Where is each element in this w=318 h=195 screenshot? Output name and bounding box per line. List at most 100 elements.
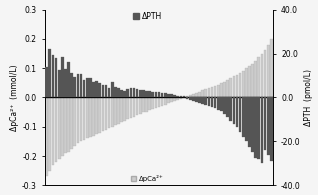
Bar: [133, 88, 135, 98]
Bar: [242, 71, 245, 98]
Bar: [195, 98, 198, 102]
Bar: [183, 96, 185, 98]
Bar: [111, 82, 114, 98]
Bar: [270, 39, 273, 98]
Bar: [86, 98, 89, 138]
Bar: [95, 81, 98, 98]
Bar: [77, 74, 79, 98]
Bar: [58, 70, 60, 98]
Bar: [89, 98, 92, 137]
Bar: [145, 98, 148, 112]
Bar: [148, 91, 151, 98]
Bar: [70, 98, 73, 149]
Bar: [204, 89, 207, 98]
Bar: [101, 85, 104, 98]
Bar: [108, 88, 110, 98]
Bar: [195, 93, 198, 98]
Bar: [201, 90, 204, 98]
Bar: [49, 49, 51, 98]
Bar: [148, 98, 151, 110]
Bar: [105, 85, 107, 98]
Bar: [49, 98, 51, 171]
Bar: [130, 88, 132, 98]
Bar: [52, 98, 54, 165]
Bar: [198, 92, 201, 98]
Bar: [83, 98, 86, 140]
Bar: [73, 98, 76, 146]
Bar: [170, 94, 173, 98]
Bar: [142, 90, 145, 98]
Bar: [108, 98, 110, 128]
Bar: [45, 67, 48, 98]
Bar: [179, 96, 182, 98]
Y-axis label: ΔpCa²⁺  (mmol/L): ΔpCa²⁺ (mmol/L): [10, 64, 19, 131]
Bar: [130, 98, 132, 118]
Bar: [189, 95, 191, 98]
Bar: [270, 98, 273, 161]
Bar: [70, 73, 73, 98]
Bar: [114, 98, 117, 125]
Bar: [232, 76, 235, 98]
Bar: [64, 69, 67, 98]
Bar: [226, 98, 229, 117]
Bar: [142, 98, 145, 112]
Bar: [61, 57, 64, 98]
Bar: [139, 90, 142, 98]
Bar: [261, 98, 263, 163]
Bar: [248, 66, 251, 98]
Bar: [258, 57, 260, 98]
Bar: [164, 93, 167, 98]
Bar: [164, 98, 167, 105]
Bar: [192, 98, 195, 101]
Bar: [220, 98, 223, 111]
Bar: [45, 98, 48, 176]
Bar: [89, 78, 92, 98]
Legend: ΔpCa²⁺: ΔpCa²⁺: [131, 175, 164, 182]
Bar: [136, 98, 139, 115]
Bar: [201, 98, 204, 104]
Bar: [214, 98, 217, 108]
Bar: [179, 98, 182, 99]
Bar: [67, 62, 70, 98]
Bar: [251, 98, 254, 152]
Bar: [95, 98, 98, 134]
Bar: [192, 94, 195, 98]
Bar: [105, 98, 107, 130]
Bar: [83, 80, 86, 98]
Bar: [217, 85, 220, 98]
Bar: [64, 98, 67, 153]
Bar: [120, 90, 123, 98]
Bar: [67, 98, 70, 152]
Bar: [117, 98, 120, 124]
Bar: [139, 98, 142, 113]
Bar: [245, 98, 248, 141]
Bar: [98, 98, 101, 133]
Bar: [158, 92, 160, 98]
Bar: [158, 98, 160, 107]
Bar: [161, 98, 163, 106]
Bar: [242, 98, 245, 137]
Bar: [55, 58, 57, 98]
Bar: [251, 64, 254, 98]
Bar: [77, 98, 79, 143]
Bar: [229, 78, 232, 98]
Bar: [167, 94, 170, 98]
Bar: [223, 98, 226, 114]
Bar: [92, 82, 95, 98]
Bar: [127, 89, 129, 98]
Bar: [208, 88, 210, 98]
Bar: [261, 54, 263, 98]
Bar: [117, 88, 120, 98]
Bar: [155, 98, 157, 108]
Bar: [61, 98, 64, 156]
Bar: [123, 91, 126, 98]
Bar: [155, 92, 157, 98]
Bar: [220, 83, 223, 98]
Bar: [80, 74, 82, 98]
Bar: [111, 98, 114, 127]
Bar: [217, 98, 220, 110]
Bar: [161, 93, 163, 98]
Bar: [239, 73, 241, 98]
Bar: [264, 98, 266, 150]
Bar: [186, 98, 188, 99]
